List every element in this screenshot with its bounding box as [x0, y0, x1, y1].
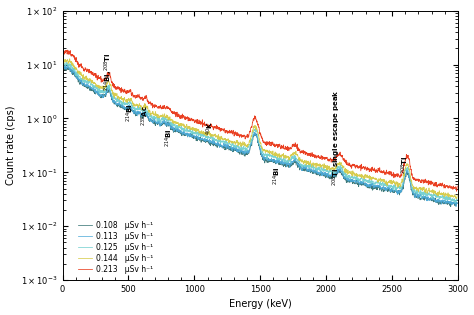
- Text: $^{214}$Bi: $^{214}$Bi: [272, 166, 283, 185]
- 0.144   μSv h⁻¹: [105, 78, 111, 82]
- Line: 0.108   μSv h⁻¹: 0.108 μSv h⁻¹: [63, 67, 457, 207]
- 0.108   μSv h⁻¹: [228, 147, 234, 151]
- 0.213   μSv h⁻¹: [60, 50, 66, 54]
- 0.108   μSv h⁻¹: [455, 202, 460, 205]
- 0.213   μSv h⁻¹: [454, 189, 459, 193]
- 0.144   μSv h⁻¹: [404, 163, 410, 167]
- Text: $^{208}$Tl: $^{208}$Tl: [400, 156, 411, 174]
- 0.125   μSv h⁻¹: [105, 84, 111, 88]
- Text: $^{40}$K: $^{40}$K: [204, 121, 216, 135]
- 0.125   μSv h⁻¹: [453, 201, 459, 205]
- 0.113   μSv h⁻¹: [455, 201, 460, 205]
- 0.113   μSv h⁻¹: [60, 64, 66, 68]
- 0.213   μSv h⁻¹: [105, 71, 111, 75]
- 0.125   μSv h⁻¹: [404, 166, 410, 170]
- Text: $^{208}$Tl single escape peak: $^{208}$Tl single escape peak: [330, 89, 343, 186]
- 0.144   μSv h⁻¹: [211, 134, 217, 138]
- 0.125   μSv h⁻¹: [211, 138, 217, 142]
- 0.113   μSv h⁻¹: [64, 63, 70, 66]
- 0.113   μSv h⁻¹: [228, 147, 234, 151]
- 0.108   μSv h⁻¹: [211, 141, 217, 145]
- Line: 0.213   μSv h⁻¹: 0.213 μSv h⁻¹: [63, 50, 457, 191]
- Text: $^{214}$Bi,$^{208}$Tl: $^{214}$Bi,$^{208}$Tl: [103, 53, 116, 91]
- 0.144   μSv h⁻¹: [455, 193, 460, 197]
- Y-axis label: Count rate (cps): Count rate (cps): [6, 106, 16, 185]
- 0.108   μSv h⁻¹: [129, 109, 135, 112]
- 0.108   μSv h⁻¹: [61, 66, 66, 69]
- 0.108   μSv h⁻¹: [105, 90, 111, 94]
- 0.213   μSv h⁻¹: [404, 154, 410, 158]
- 0.125   μSv h⁻¹: [63, 60, 69, 64]
- 0.125   μSv h⁻¹: [60, 63, 66, 67]
- 0.144   μSv h⁻¹: [60, 59, 66, 63]
- 0.213   μSv h⁻¹: [447, 184, 453, 188]
- Text: $^{214}$Bi: $^{214}$Bi: [164, 128, 175, 146]
- 0.213   μSv h⁻¹: [455, 184, 460, 188]
- Text: $^{235}$Ac: $^{235}$Ac: [140, 106, 151, 126]
- Line: 0.113   μSv h⁻¹: 0.113 μSv h⁻¹: [63, 65, 457, 207]
- 0.113   μSv h⁻¹: [211, 140, 217, 144]
- 0.125   μSv h⁻¹: [129, 104, 135, 108]
- 0.125   μSv h⁻¹: [455, 198, 460, 202]
- 0.113   μSv h⁻¹: [404, 170, 410, 174]
- 0.108   μSv h⁻¹: [404, 172, 410, 176]
- 0.144   μSv h⁻¹: [67, 57, 73, 61]
- 0.144   μSv h⁻¹: [129, 98, 135, 102]
- 0.125   μSv h⁻¹: [447, 197, 453, 200]
- 0.213   μSv h⁻¹: [228, 131, 234, 135]
- 0.113   μSv h⁻¹: [129, 106, 135, 110]
- 0.144   μSv h⁻¹: [454, 197, 459, 201]
- X-axis label: Energy (keV): Energy (keV): [229, 300, 292, 309]
- 0.213   μSv h⁻¹: [65, 48, 71, 52]
- 0.144   μSv h⁻¹: [228, 141, 234, 145]
- 0.113   μSv h⁻¹: [453, 205, 459, 209]
- Line: 0.125   μSv h⁻¹: 0.125 μSv h⁻¹: [63, 62, 457, 203]
- 0.113   μSv h⁻¹: [447, 200, 453, 204]
- Legend: 0.108   μSv h⁻¹, 0.113   μSv h⁻¹, 0.125   μSv h⁻¹, 0.144   μSv h⁻¹, 0.213   μSv : 0.108 μSv h⁻¹, 0.113 μSv h⁻¹, 0.125 μSv …: [78, 221, 153, 273]
- 0.144   μSv h⁻¹: [447, 194, 453, 198]
- 0.108   μSv h⁻¹: [447, 203, 453, 207]
- 0.108   μSv h⁻¹: [448, 205, 454, 209]
- 0.108   μSv h⁻¹: [60, 67, 66, 71]
- 0.113   μSv h⁻¹: [105, 87, 111, 90]
- Line: 0.144   μSv h⁻¹: 0.144 μSv h⁻¹: [63, 59, 457, 199]
- 0.125   μSv h⁻¹: [228, 145, 234, 149]
- 0.213   μSv h⁻¹: [129, 91, 135, 95]
- 0.213   μSv h⁻¹: [211, 125, 217, 129]
- Text: $^{214}$Bi: $^{214}$Bi: [124, 103, 136, 122]
